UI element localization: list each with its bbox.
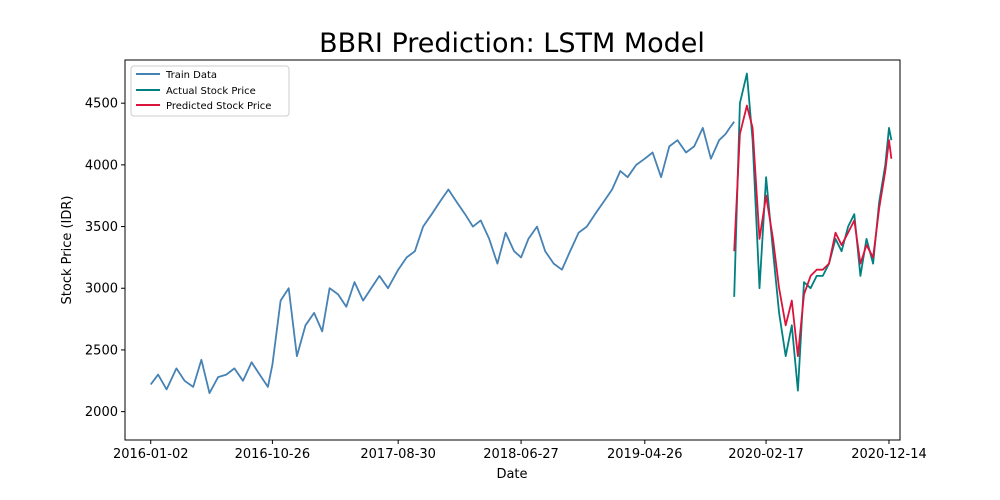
series-line-train-data: [149, 121, 735, 395]
x-tick-label: 2020-02-17: [728, 447, 804, 462]
series-line-predicted-stock-price: [733, 104, 893, 358]
legend: Train Data Actual Stock Price Predicted …: [130, 65, 290, 117]
x-tick-label: 2020-12-14: [851, 447, 927, 462]
legend-box: [130, 65, 290, 117]
chart-title: BBRI Prediction: LSTM Model: [319, 28, 705, 59]
y-tick-label: 4000: [85, 158, 118, 173]
x-tick-label: 2016-10-26: [235, 447, 311, 462]
y-axis-ticks: 2000 2500 3000 3500 4000 4500: [85, 97, 125, 420]
x-tick-label: 2017-08-30: [360, 447, 436, 462]
y-tick-label: 3500: [85, 220, 118, 235]
plot-lines: [149, 72, 893, 395]
y-axis-label: Stock Price (IDR): [60, 196, 75, 305]
y-tick-label: 2000: [85, 405, 118, 420]
x-tick-label: 2019-04-26: [607, 447, 683, 462]
plot-area-frame: [124, 59, 901, 441]
x-tick-label: 2016-01-02: [113, 447, 189, 462]
series-line-actual-stock-price: [733, 72, 893, 392]
x-axis-ticks: 2016-01-02 2016-10-26 2017-08-30 2018-06-27…: [113, 440, 927, 462]
x-tick-label: 2018-06-27: [483, 447, 559, 462]
legend-label-actual: Actual Stock Price: [166, 86, 256, 97]
x-axis-label: Date: [496, 467, 527, 482]
y-tick-label: 4500: [85, 97, 118, 112]
y-tick-label: 3000: [85, 282, 118, 297]
legend-label-train: Train Data: [165, 70, 217, 81]
y-tick-label: 2500: [85, 343, 118, 358]
legend-label-predicted: Predicted Stock Price: [166, 101, 271, 112]
